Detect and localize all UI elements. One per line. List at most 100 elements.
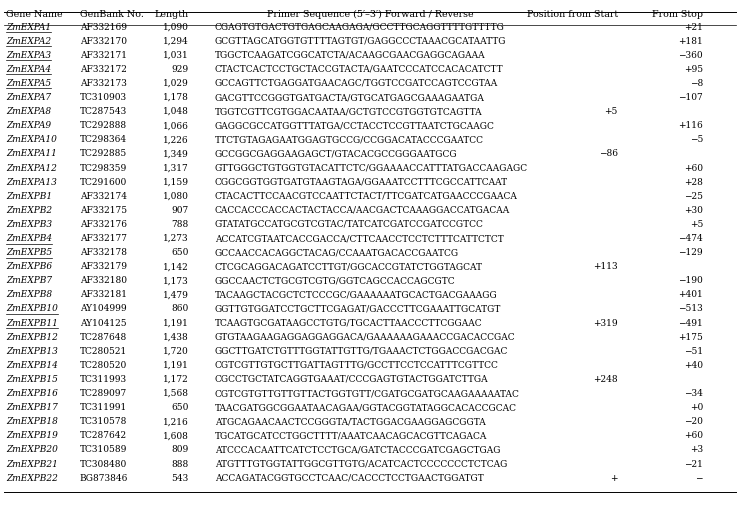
Text: +401: +401 — [679, 290, 703, 299]
Text: GTGTAAGAAGAGGAGGAGGACA/GAAAAAAGAAACCGACACCGAC: GTGTAAGAAGAGGAGGAGGACA/GAAAAAAGAAACCGACA… — [215, 332, 515, 342]
Text: TC292885: TC292885 — [80, 149, 127, 158]
Text: TC310578: TC310578 — [80, 417, 127, 426]
Text: ZmEXPA1: ZmEXPA1 — [6, 23, 51, 32]
Text: TGCATGCATCCTGGCTTTT/AAATCAACAGCACGTTCAGACA: TGCATGCATCCTGGCTTTT/AAATCAACAGCACGTTCAGA… — [215, 431, 487, 440]
Text: GCCAACCACAGGCTACAG/CCAAATGACACCGAATCG: GCCAACCACAGGCTACAG/CCAAATGACACCGAATCG — [215, 248, 459, 257]
Text: ZmEXPA4: ZmEXPA4 — [6, 65, 51, 74]
Text: TGGTCGTTCGTGGACAATAA/GCTGTCCGTGGTGTCAGTTA: TGGTCGTTCGTGGACAATAA/GCTGTCCGTGGTGTCAGTT… — [215, 107, 482, 116]
Text: 1,142: 1,142 — [163, 262, 189, 271]
Text: 1,608: 1,608 — [163, 431, 189, 440]
Text: TC298359: TC298359 — [80, 164, 127, 173]
Text: −20: −20 — [684, 417, 703, 426]
Text: +3: +3 — [690, 446, 703, 454]
Text: +: + — [610, 473, 618, 483]
Text: GGCTTGATCTGTTTGGTATTGTTG/TGAAACTCTGGACCGACGAC: GGCTTGATCTGTTTGGTATTGTTG/TGAAACTCTGGACCG… — [215, 347, 508, 356]
Text: TC287648: TC287648 — [80, 332, 127, 342]
Text: Position from Start: Position from Start — [527, 11, 618, 19]
Text: GenBank No.: GenBank No. — [80, 11, 144, 19]
Text: ZmEXPB3: ZmEXPB3 — [6, 220, 52, 229]
Text: −34: −34 — [684, 389, 703, 398]
Text: ZmEXPA8: ZmEXPA8 — [6, 107, 51, 116]
Text: −8: −8 — [690, 79, 703, 88]
Text: 1,294: 1,294 — [163, 37, 189, 46]
Text: AF332178: AF332178 — [80, 248, 127, 257]
Text: AY104999: AY104999 — [80, 305, 127, 313]
Text: 1,159: 1,159 — [163, 178, 189, 187]
Text: −107: −107 — [679, 93, 703, 102]
Text: 809: 809 — [172, 446, 189, 454]
Text: −513: −513 — [679, 305, 703, 313]
Text: 1,479: 1,479 — [163, 290, 189, 299]
Text: TC287543: TC287543 — [80, 107, 127, 116]
Text: TC310589: TC310589 — [80, 446, 127, 454]
Text: ZmEXPB18: ZmEXPB18 — [6, 417, 58, 426]
Text: +5: +5 — [690, 220, 703, 229]
Text: −25: −25 — [684, 191, 703, 201]
Text: TTCTGTAGAGAATGGAGTGCCG/CCGGACATACCCGAATCC: TTCTGTAGAGAATGGAGTGCCG/CCGGACATACCCGAATC… — [215, 135, 484, 144]
Text: Gene Name: Gene Name — [6, 11, 63, 19]
Text: GAGGCGCCATGGTTTATGA/CCTACCTCCGTTAATCTGCAAGC: GAGGCGCCATGGTTTATGA/CCTACCTCCGTTAATCTGCA… — [215, 121, 494, 130]
Text: 1,226: 1,226 — [163, 135, 189, 144]
Text: ZmEXPB16: ZmEXPB16 — [6, 389, 58, 398]
Text: TACAAGCTACGCTCTCCCGC/GAAAAAATGCACTGACGAAAGG: TACAAGCTACGCTCTCCCGC/GAAAAAATGCACTGACGAA… — [215, 290, 497, 299]
Text: TAACGATGGCGGAATAACAGAA/GGTACGGTATAGGCACACCGCAC: TAACGATGGCGGAATAACAGAA/GGTACGGTATAGGCACA… — [215, 403, 517, 412]
Text: +0: +0 — [690, 403, 703, 412]
Text: +21: +21 — [684, 23, 703, 32]
Text: TC280521: TC280521 — [80, 347, 127, 356]
Text: AF332169: AF332169 — [80, 23, 127, 32]
Text: ZmEXPA10: ZmEXPA10 — [6, 135, 57, 144]
Text: 1,080: 1,080 — [163, 191, 189, 201]
Text: +248: +248 — [593, 375, 618, 384]
Text: TC292888: TC292888 — [80, 121, 127, 130]
Text: TGGCTCAAGATCGGCATCTA/ACAAGCGAACGAGGCAGAAA: TGGCTCAAGATCGGCATCTA/ACAAGCGAACGAGGCAGAA… — [215, 50, 485, 60]
Text: TC287642: TC287642 — [80, 431, 127, 440]
Text: 1,720: 1,720 — [163, 347, 189, 356]
Text: ZmEXPA3: ZmEXPA3 — [6, 50, 51, 60]
Text: Primer Sequence (5′–3′) Forward / Reverse: Primer Sequence (5′–3′) Forward / Revers… — [266, 11, 474, 19]
Text: CGTCGTGTTGTTGTTACTGGTGTT/CGATGCGATGCAAGAAAAATAC: CGTCGTGTTGTTGTTACTGGTGTT/CGATGCGATGCAAGA… — [215, 389, 519, 398]
Text: TC308480: TC308480 — [80, 460, 127, 469]
Text: 1,216: 1,216 — [163, 417, 189, 426]
Text: +5: +5 — [605, 107, 618, 116]
Text: +60: +60 — [684, 431, 703, 440]
Text: CACCACCCACCACTACTACCA/AACGACTCAAAGGACCATGACAA: CACCACCCACCACTACTACCA/AACGACTCAAAGGACCAT… — [215, 206, 510, 215]
Text: −491: −491 — [679, 319, 703, 328]
Text: ZmEXPB22: ZmEXPB22 — [6, 473, 58, 483]
Text: GCGTTAGCATGGTGTTTTAGTGT/GAGGCCCTAAACGCATAATTG: GCGTTAGCATGGTGTTTTAGTGT/GAGGCCCTAAACGCAT… — [215, 37, 506, 46]
Text: ZmEXPB2: ZmEXPB2 — [6, 206, 52, 215]
Text: 543: 543 — [172, 473, 189, 483]
Text: 650: 650 — [172, 248, 189, 257]
Text: 1,172: 1,172 — [163, 375, 189, 384]
Text: CTCGCAGGACAGATCCTTGT/GGCACCGTATCTGGTAGCAT: CTCGCAGGACAGATCCTTGT/GGCACCGTATCTGGTAGCA… — [215, 262, 482, 271]
Text: AF332175: AF332175 — [80, 206, 127, 215]
Text: +113: +113 — [593, 262, 618, 271]
Text: ACCAGATACGGTGCCTCAAC/CACCCTCCTGAACTGGATGT: ACCAGATACGGTGCCTCAAC/CACCCTCCTGAACTGGATG… — [215, 473, 483, 483]
Text: ATGTTTGTGGTATTGGCGTTGTG/ACATCACTCCCCCCCTCTCAG: ATGTTTGTGGTATTGGCGTTGTG/ACATCACTCCCCCCCT… — [215, 460, 507, 469]
Text: CGAGTGTGACTGTGAGCAAGAGA/GCCTTGCAGGTTTTGTTTTG: CGAGTGTGACTGTGAGCAAGAGA/GCCTTGCAGGTTTTGT… — [215, 23, 505, 32]
Text: ZmEXPA7: ZmEXPA7 — [6, 93, 51, 102]
Text: 860: 860 — [172, 305, 189, 313]
Text: 1,317: 1,317 — [163, 164, 189, 173]
Text: CGCCTGCTATCAGGTGAAAT/CCCGAGTGTACTGGATCTTGA: CGCCTGCTATCAGGTGAAAT/CCCGAGTGTACTGGATCTT… — [215, 375, 488, 384]
Text: GCCGGCGAGGAAGAGCT/GTACACGCCGGGAATGCG: GCCGGCGAGGAAGAGCT/GTACACGCCGGGAATGCG — [215, 149, 457, 158]
Text: BG873846: BG873846 — [80, 473, 128, 483]
Text: ZmEXPA11: ZmEXPA11 — [6, 149, 57, 158]
Text: +40: +40 — [684, 361, 703, 370]
Text: ZmEXPB17: ZmEXPB17 — [6, 403, 58, 412]
Text: 1,178: 1,178 — [163, 93, 189, 102]
Text: −129: −129 — [679, 248, 703, 257]
Text: AF332172: AF332172 — [80, 65, 127, 74]
Text: ZmEXPB19: ZmEXPB19 — [6, 431, 58, 440]
Text: 1,191: 1,191 — [163, 319, 189, 328]
Text: TC310903: TC310903 — [80, 93, 127, 102]
Text: ZmEXPB5: ZmEXPB5 — [6, 248, 52, 257]
Text: 1,349: 1,349 — [163, 149, 189, 158]
Text: 1,029: 1,029 — [163, 79, 189, 88]
Text: From Stop: From Stop — [652, 11, 703, 19]
Text: −86: −86 — [599, 149, 618, 158]
Text: GGCCAACTCTGCGTCGTG/GGTCAGCCACCAGCGTC: GGCCAACTCTGCGTCGTG/GGTCAGCCACCAGCGTC — [215, 276, 455, 285]
Text: −: − — [696, 473, 703, 483]
Text: ZmEXPB4: ZmEXPB4 — [6, 234, 52, 243]
Text: ZmEXPB14: ZmEXPB14 — [6, 361, 58, 370]
Text: −51: −51 — [684, 347, 703, 356]
